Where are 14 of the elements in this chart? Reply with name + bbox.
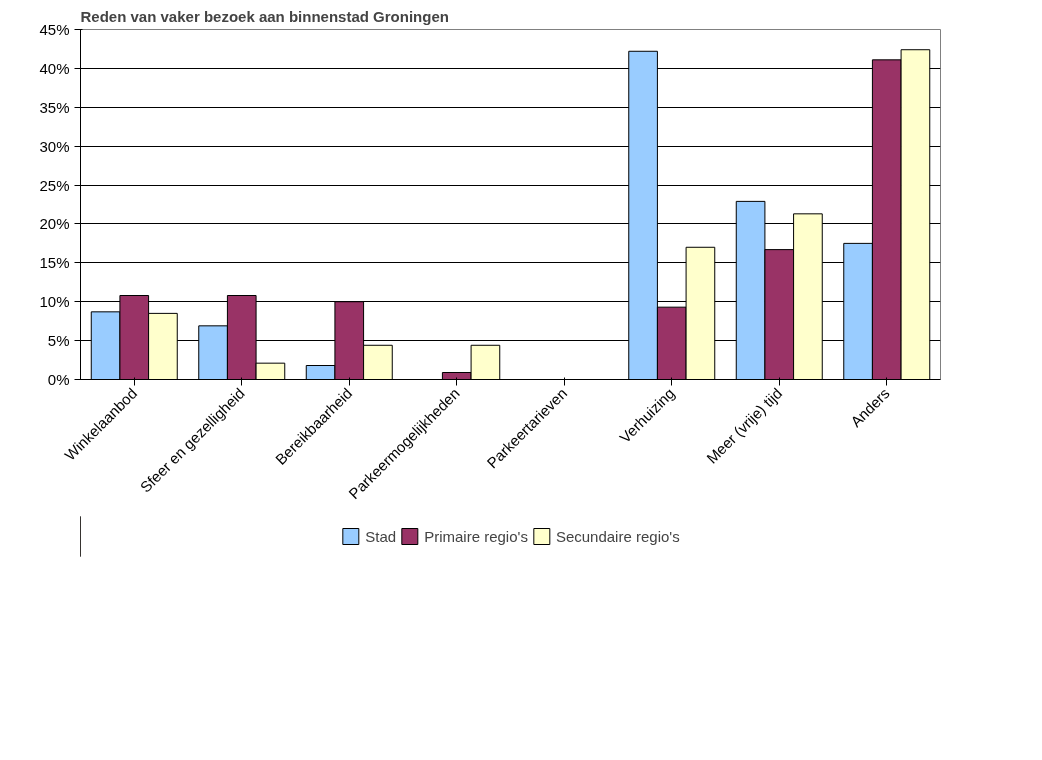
y-tick-label: 0% — [47, 371, 70, 388]
y-tick-label: 25% — [39, 176, 70, 194]
legend-label: Stad — [365, 527, 397, 545]
legend-label: Secundaire regio's — [555, 527, 680, 545]
y-tick-label: 5% — [47, 332, 70, 350]
y-tick-label: 15% — [39, 254, 70, 272]
y-tick-label: 10% — [39, 293, 70, 311]
chart-title: Reden van vaker bezoek aan binnenstad Groningen — [80, 7, 449, 25]
y-tick-label: 30% — [39, 137, 70, 155]
y-tick-label: 20% — [39, 215, 70, 233]
y-tick-label: 35% — [39, 98, 70, 116]
y-tick-label: 45% — [39, 21, 70, 38]
y-tick-label: 40% — [39, 59, 70, 77]
legend-label: Primaire regio's — [424, 527, 528, 545]
